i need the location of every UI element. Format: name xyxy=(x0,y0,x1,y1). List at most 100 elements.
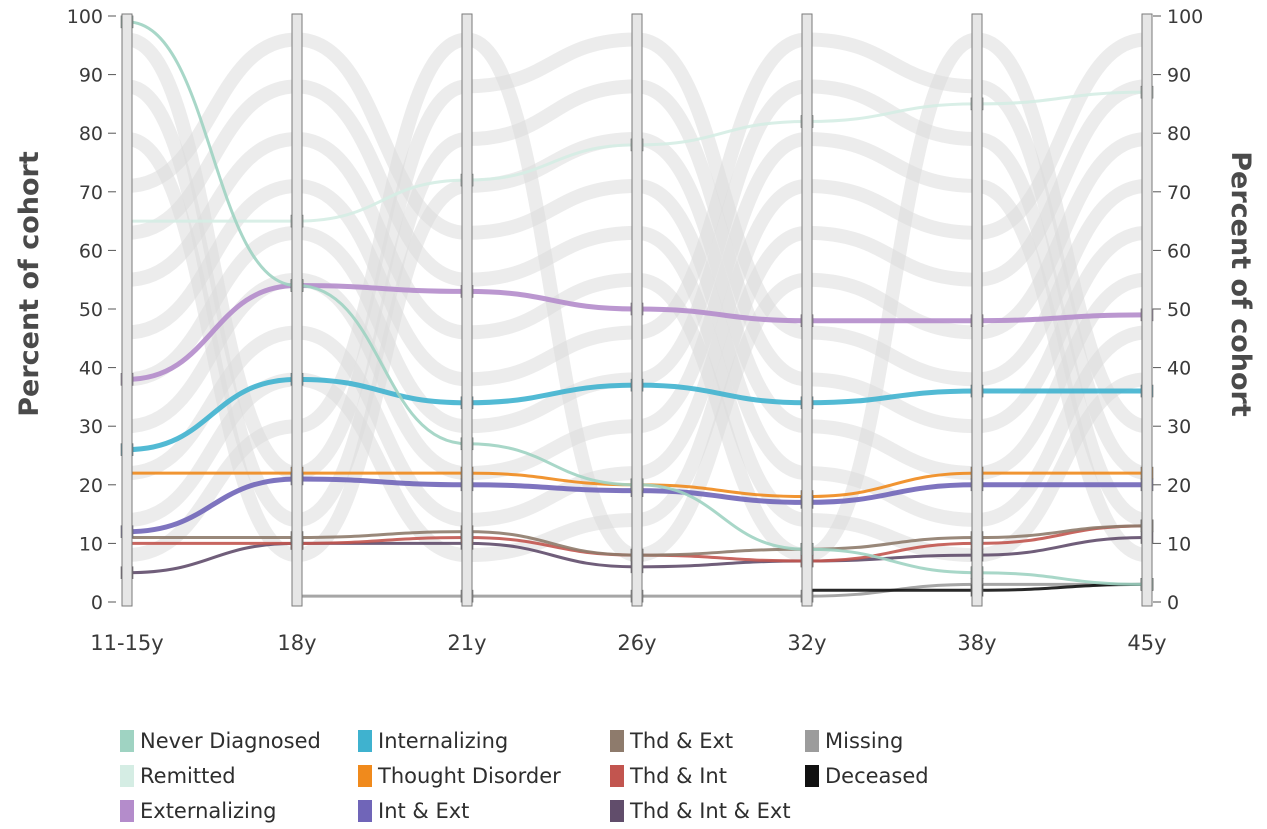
legend-item: Thd & Int xyxy=(610,763,727,789)
background-flow-ribbon xyxy=(806,272,978,340)
series-flow xyxy=(296,376,468,406)
y-tick-left: 70 xyxy=(79,182,103,204)
legend-item: Externalizing xyxy=(120,798,276,824)
series-flow xyxy=(296,536,468,545)
series-flow xyxy=(636,488,808,505)
background-flow-ribbon xyxy=(975,79,1149,481)
background-flow-ribbon xyxy=(636,132,808,434)
series-flow xyxy=(636,483,808,551)
time-bar xyxy=(1141,13,1153,607)
series-flow xyxy=(806,482,978,505)
background-flow-ribbon xyxy=(296,32,468,240)
background-flow-ribbon xyxy=(806,372,978,434)
y-tick-right: 0 xyxy=(1167,592,1179,614)
y-axis-left: 0 10 20 30 40 50 60 70 80 90 100 xyxy=(67,6,116,614)
series-flow xyxy=(636,547,808,557)
legend-swatch xyxy=(358,730,372,752)
series-flow xyxy=(466,530,638,557)
background-flow-ribbon xyxy=(466,79,638,147)
series-flow xyxy=(976,312,1148,324)
legend-item: Missing xyxy=(805,728,903,754)
background-flow-ribbon xyxy=(126,325,298,481)
background-flow-ribbon xyxy=(806,325,978,387)
background-flow-ribbon xyxy=(126,419,298,563)
time-bar xyxy=(801,13,813,607)
background-flow-ribbon xyxy=(466,325,638,387)
y-tick-left: 20 xyxy=(79,475,103,497)
legend-label: Never Diagnosed xyxy=(140,729,321,753)
series-flow xyxy=(806,541,978,563)
series-flow xyxy=(976,524,1148,540)
series-flow xyxy=(466,382,638,406)
background-flow-ribbon xyxy=(636,272,808,563)
background-flow-ribbon xyxy=(126,132,298,287)
series-flow xyxy=(466,288,638,312)
legend-item: Thought Disorder xyxy=(358,763,561,789)
series-flow xyxy=(806,388,978,406)
background-flow-ribbon xyxy=(975,132,1149,527)
series-flow xyxy=(296,178,468,223)
series-flow xyxy=(296,284,468,446)
y-tick-right: 40 xyxy=(1167,358,1191,380)
y-tick-right: 70 xyxy=(1167,182,1191,204)
series-flow xyxy=(636,382,808,406)
series-flow xyxy=(296,476,468,488)
y-tick-left: 50 xyxy=(79,299,103,321)
series-flow xyxy=(126,283,298,382)
x-tick-label: 45y xyxy=(1127,631,1166,655)
x-tick-label: 11-15y xyxy=(90,631,163,655)
background-flow-ribbon xyxy=(636,32,808,340)
background-flow-ribbon xyxy=(806,178,978,240)
time-bar xyxy=(121,13,133,607)
legend-item: Never Diagnosed xyxy=(120,728,321,754)
series-flow xyxy=(976,536,1148,557)
legend-item: Thd & Ext xyxy=(610,728,733,754)
series-flow xyxy=(296,530,468,540)
y-tick-right: 60 xyxy=(1167,240,1191,262)
y-tick-right: 90 xyxy=(1167,65,1191,87)
background-flow-ribbon xyxy=(466,32,638,94)
y-tick-left: 100 xyxy=(67,6,103,28)
legend-label: Missing xyxy=(825,729,904,753)
legend-label: Thd & Ext xyxy=(630,729,734,753)
legend-swatch xyxy=(610,800,624,822)
time-bar xyxy=(631,13,643,607)
legend-item: Int & Ext xyxy=(358,798,469,824)
time-bar xyxy=(291,13,303,607)
background-flow-ribbon xyxy=(466,178,638,240)
series-flow xyxy=(806,102,978,123)
y-axis-label-right: Percent of cohort xyxy=(1225,151,1256,417)
series-flow xyxy=(636,306,808,324)
background-flow-ribbon xyxy=(126,372,298,527)
series-flow xyxy=(636,483,808,499)
background-flow-ribbon xyxy=(296,178,468,387)
background-flow-ribbon xyxy=(806,225,978,287)
background-flow-ribbon xyxy=(806,419,978,481)
background-flow-ribbon xyxy=(976,325,1148,527)
background-flow-ribbon xyxy=(296,225,468,434)
y-tick-right: 100 xyxy=(1167,6,1203,28)
background-flow-ribbon xyxy=(806,466,978,527)
y-tick-left: 60 xyxy=(79,240,103,262)
background-flow-ribbon xyxy=(296,79,468,287)
y-tick-right: 50 xyxy=(1167,299,1191,321)
background-flow-ribbon xyxy=(976,372,1148,563)
series-flow xyxy=(466,482,638,494)
legend-item: Remitted xyxy=(120,763,236,789)
legend-label: Thought Disorder xyxy=(378,764,561,788)
series-flow xyxy=(636,119,808,147)
background-flow-ribbon xyxy=(465,32,639,563)
series-flow xyxy=(806,547,978,575)
time-bars xyxy=(121,13,1153,607)
y-tick-left: 10 xyxy=(79,533,103,555)
series-flow xyxy=(976,90,1148,106)
y-tick-right: 80 xyxy=(1167,123,1191,145)
x-tick-label: 18y xyxy=(277,631,316,655)
y-tick-right: 30 xyxy=(1167,416,1191,438)
background-flow-ribbon xyxy=(125,132,299,563)
background-flow-ribbon xyxy=(636,178,808,481)
x-tick-label: 38y xyxy=(957,631,996,655)
legend-label: Thd & Int & Ext xyxy=(630,799,791,823)
series-flow xyxy=(976,571,1148,586)
legend-swatch xyxy=(358,800,372,822)
